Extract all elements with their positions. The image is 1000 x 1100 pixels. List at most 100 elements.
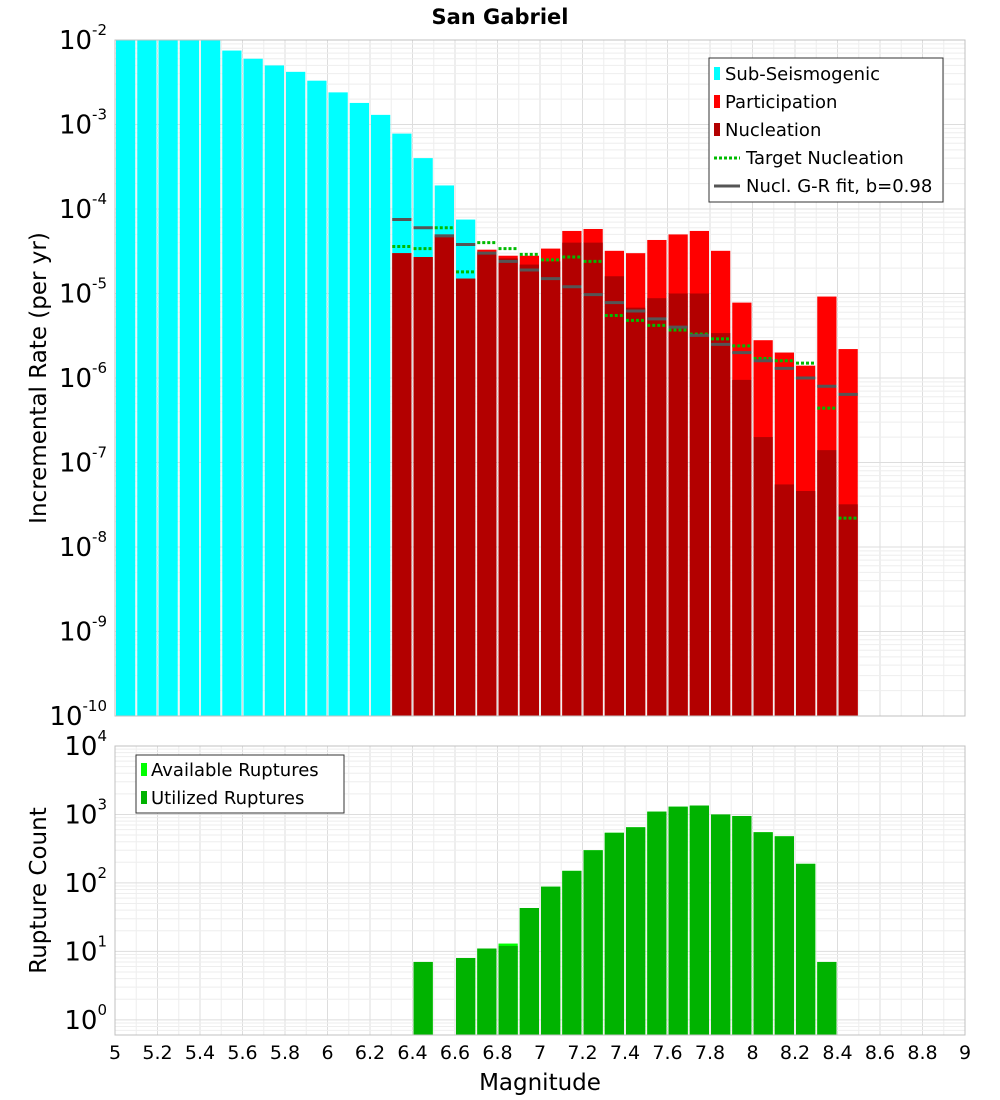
bar bbox=[116, 40, 136, 716]
bar bbox=[562, 870, 582, 1035]
legend-swatch bbox=[714, 95, 720, 108]
x-tick-label: 8 bbox=[746, 1042, 758, 1064]
legend-box bbox=[708, 57, 944, 203]
chart-title: San Gabriel bbox=[432, 5, 569, 29]
x-tick-label: 8.8 bbox=[907, 1042, 937, 1064]
bar bbox=[838, 504, 858, 716]
y-tick-label: 102 bbox=[64, 864, 107, 899]
bar bbox=[711, 333, 731, 716]
x-tick-label: 5.6 bbox=[227, 1042, 257, 1064]
series-target-nucleation bbox=[392, 226, 858, 520]
bar bbox=[732, 379, 752, 716]
bar bbox=[774, 836, 794, 1035]
x-tick-label: 6.6 bbox=[440, 1042, 470, 1064]
x-tick-label: 7.4 bbox=[610, 1042, 640, 1064]
top-panel: 10-10 10-9 10-8 10-7 10-6 10-5 10-4 10-3 10-2 Inc… bbox=[26, 21, 966, 732]
legend-label: Nucleation bbox=[725, 120, 821, 141]
legend-label: Nucl. G-R fit, b=0.98 bbox=[746, 176, 932, 197]
bar bbox=[286, 71, 306, 716]
bar bbox=[583, 242, 603, 717]
x-tick-label: 7.2 bbox=[567, 1042, 597, 1064]
bar bbox=[434, 235, 454, 716]
y-tick-label: 10-2 bbox=[59, 21, 107, 56]
bar bbox=[158, 40, 178, 716]
y-tick-label: 10-10 bbox=[49, 697, 107, 732]
y-tick-label: 10-5 bbox=[59, 275, 107, 310]
bar bbox=[392, 253, 412, 716]
x-tick-label: 5.4 bbox=[185, 1042, 215, 1064]
x-tick-label: 8.4 bbox=[822, 1042, 852, 1064]
legend-swatch bbox=[141, 763, 147, 776]
bar bbox=[604, 832, 624, 1035]
bar bbox=[201, 40, 221, 716]
y-tick-label: 10-4 bbox=[59, 190, 107, 225]
bar bbox=[541, 261, 561, 716]
legend-label: Target Nucleation bbox=[745, 148, 904, 169]
bar bbox=[307, 80, 327, 717]
x-tick-label: 7 bbox=[534, 1042, 546, 1064]
x-tick-label: 8.6 bbox=[865, 1042, 895, 1064]
bar bbox=[668, 293, 688, 716]
bar bbox=[689, 293, 709, 716]
legend-label: Available Ruptures bbox=[151, 760, 319, 781]
y-tick-label: 10-8 bbox=[59, 528, 107, 563]
bar bbox=[796, 490, 816, 716]
bar bbox=[243, 58, 263, 717]
bar bbox=[541, 886, 561, 1035]
bar bbox=[668, 806, 688, 1035]
bar bbox=[498, 258, 518, 716]
series-utilized-ruptures bbox=[413, 805, 837, 1035]
legend-swatch bbox=[714, 67, 720, 80]
bar bbox=[413, 257, 433, 716]
bar bbox=[711, 814, 731, 1035]
legend-label: Utilized Ruptures bbox=[151, 788, 304, 809]
x-tick-label: 6.4 bbox=[397, 1042, 427, 1064]
bar bbox=[137, 40, 157, 716]
bar bbox=[477, 253, 497, 716]
y-tick-label: 100 bbox=[64, 1001, 107, 1036]
plot-frame bbox=[114, 745, 966, 1036]
bar bbox=[647, 298, 667, 716]
bar bbox=[647, 811, 667, 1035]
x-tick-label: 7.6 bbox=[652, 1042, 682, 1064]
legend-swatch bbox=[141, 791, 147, 804]
bar bbox=[626, 307, 646, 716]
bar bbox=[519, 907, 539, 1035]
bar bbox=[583, 850, 603, 1035]
bar bbox=[796, 863, 816, 1035]
x-tick-label: 6 bbox=[321, 1042, 333, 1064]
bar bbox=[498, 945, 518, 1035]
bar bbox=[753, 832, 773, 1035]
x-axis-title: Magnitude bbox=[479, 1070, 601, 1096]
x-tick-label: 5.2 bbox=[142, 1042, 172, 1064]
plot-frame bbox=[114, 39, 966, 717]
y-tick-label: 10-6 bbox=[59, 359, 107, 394]
legend-label: Sub-Seismogenic bbox=[725, 64, 880, 85]
bar bbox=[349, 102, 369, 717]
legend-box bbox=[135, 754, 345, 814]
x-tick-label: 9 bbox=[959, 1042, 971, 1064]
bar bbox=[732, 815, 752, 1035]
y-axis-title: Incremental Rate (per yr) bbox=[26, 232, 52, 524]
y-tick-label: 10-7 bbox=[59, 444, 107, 479]
y-tick-label: 104 bbox=[64, 727, 107, 762]
x-tick-label: 8.2 bbox=[780, 1042, 810, 1064]
bar bbox=[689, 805, 709, 1035]
bar bbox=[456, 957, 476, 1035]
x-tick-label: 6.2 bbox=[355, 1042, 385, 1064]
y-tick-label: 101 bbox=[64, 932, 107, 967]
bar bbox=[371, 114, 391, 717]
bar bbox=[626, 827, 646, 1035]
series-nucleation bbox=[392, 235, 858, 717]
bar bbox=[477, 948, 497, 1035]
bar bbox=[222, 50, 242, 717]
x-tick-label: 6.8 bbox=[482, 1042, 512, 1064]
bar bbox=[328, 92, 348, 717]
legend-swatch bbox=[714, 123, 720, 136]
legend: Sub-Seismogenic Participation Nucleation Ta… bbox=[708, 57, 944, 203]
bar bbox=[264, 65, 284, 717]
bar bbox=[817, 961, 837, 1035]
x-tick-label: 5 bbox=[109, 1042, 121, 1064]
bar bbox=[753, 437, 773, 716]
